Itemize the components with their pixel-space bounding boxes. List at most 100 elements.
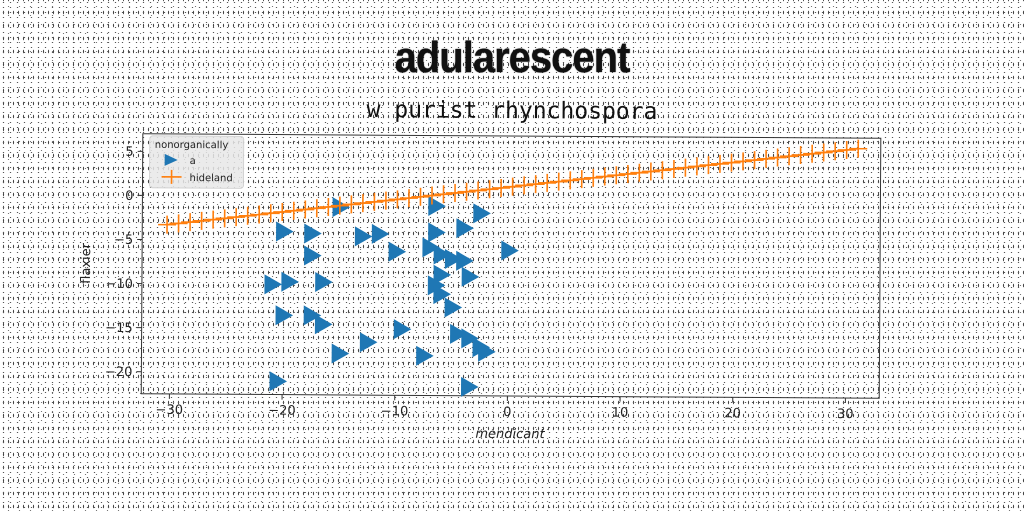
series-hideland-point xyxy=(722,153,741,172)
series-hideland-point xyxy=(238,206,257,225)
y-axis-ticks: 5 0 −5 −10 −15 −20 xyxy=(105,145,143,380)
series-hideland-point xyxy=(710,154,729,173)
series-a-point xyxy=(314,314,333,335)
series-a-point xyxy=(473,203,491,224)
y-tick-label: −15 xyxy=(105,321,133,336)
series-a-point xyxy=(433,264,452,285)
series-a-point xyxy=(422,237,440,258)
series-hideland-point xyxy=(261,204,280,223)
series-a-point xyxy=(461,266,480,287)
x-axis-label: mendicant xyxy=(475,427,545,442)
series-hideland-point xyxy=(480,180,499,199)
series-hideland-point xyxy=(330,196,349,215)
series-hideland-point xyxy=(538,173,557,192)
series-a-point xyxy=(371,223,390,244)
series-hideland-point xyxy=(319,197,338,216)
x-tick-label: 20 xyxy=(724,406,741,421)
x-tick-label: 0 xyxy=(503,405,511,420)
series-a-point xyxy=(461,328,479,349)
series-hideland-point xyxy=(307,199,326,218)
x-axis-ticks: −30 −20 −10 0 10 20 30 xyxy=(156,393,854,422)
series-hideland-point xyxy=(630,163,649,182)
series-hideland-point xyxy=(446,184,465,203)
series-a-point xyxy=(304,245,322,266)
series-hideland-point xyxy=(791,146,810,165)
y-tick-label: −20 xyxy=(105,365,133,380)
series-a-point xyxy=(275,305,294,326)
series-hideland-point xyxy=(572,170,591,189)
x-tick-label: −30 xyxy=(156,403,184,418)
series-a-point xyxy=(427,275,446,296)
series-hideland-point xyxy=(422,186,442,205)
series-hideland-point xyxy=(595,167,614,186)
legend-label-a: a xyxy=(190,156,196,167)
series-hideland-point xyxy=(803,144,822,163)
series-hideland-point xyxy=(687,157,706,176)
series-a-point xyxy=(315,271,333,292)
series-hideland-point xyxy=(768,148,787,167)
y-tick-label: 5 xyxy=(125,145,133,160)
series-hideland-point xyxy=(169,214,188,233)
series-a-point xyxy=(281,271,299,292)
chart-title: adularescent xyxy=(394,34,631,82)
legend-entry-hideland: hideland xyxy=(161,169,233,184)
series-a-point xyxy=(264,274,282,295)
legend-entry-a: a xyxy=(164,153,196,167)
series-a-point xyxy=(450,323,468,344)
series-hideland-point xyxy=(526,175,545,194)
series-a-point xyxy=(433,284,451,305)
series-hideland-point xyxy=(618,165,637,184)
series-hideland-point xyxy=(434,185,453,204)
series-hideland-point xyxy=(561,171,580,190)
series-a-point xyxy=(393,319,412,340)
series-hideland-point xyxy=(837,140,856,159)
legend-box xyxy=(149,135,245,189)
series-hideland-point xyxy=(826,142,845,161)
series-hideland-point xyxy=(676,158,695,177)
series-a-point xyxy=(303,305,322,326)
series-a-point xyxy=(433,244,452,265)
x-tick-label: 30 xyxy=(837,407,854,422)
y-tick-label: −10 xyxy=(105,277,133,292)
series-hideland-point xyxy=(849,139,868,158)
series-a-point xyxy=(478,341,496,362)
series-hideland-point xyxy=(399,189,418,208)
series-hideland-point xyxy=(780,147,799,166)
series-hideland-point xyxy=(584,168,603,187)
series-hideland-point xyxy=(192,211,211,230)
legend-title: nonorganically xyxy=(155,140,229,151)
series-hideland-point xyxy=(296,200,315,219)
series-a-point xyxy=(304,223,322,244)
series-hideland-point xyxy=(227,208,246,227)
series-a-point xyxy=(501,240,519,261)
legend-label-hideland: hideland xyxy=(190,173,233,184)
series-a-markers xyxy=(264,195,519,397)
y-tick-label: −5 xyxy=(114,233,133,248)
series-a-point xyxy=(428,222,446,243)
series-a-point xyxy=(332,197,351,218)
series-hideland-point xyxy=(503,177,522,196)
series-hideland-point xyxy=(492,178,511,197)
series-hideland-point xyxy=(664,159,683,178)
series-hideland-point xyxy=(653,161,672,180)
series-hideland-point xyxy=(734,152,753,171)
y-axis-label: flaxier xyxy=(79,242,94,284)
x-tick-label: −10 xyxy=(381,404,409,419)
legend: nonorganically a hideland xyxy=(149,135,245,189)
series-hideland-point xyxy=(353,194,372,213)
series-a-point xyxy=(456,250,474,271)
series-hideland-point xyxy=(284,201,303,220)
series-a-point xyxy=(276,221,294,242)
series-hideland-point xyxy=(607,166,626,185)
series-hideland-point xyxy=(515,176,534,195)
series-hideland-point xyxy=(158,215,177,234)
series-hideland-point xyxy=(549,172,568,191)
series-hideland-point xyxy=(388,190,407,209)
series-hideland-point xyxy=(411,187,430,206)
x-tick-label: −20 xyxy=(268,404,296,419)
series-hideland-point xyxy=(250,205,269,224)
series-a-point xyxy=(354,226,373,247)
legend-marker-a xyxy=(164,153,178,166)
series-hideland-point xyxy=(699,156,718,175)
